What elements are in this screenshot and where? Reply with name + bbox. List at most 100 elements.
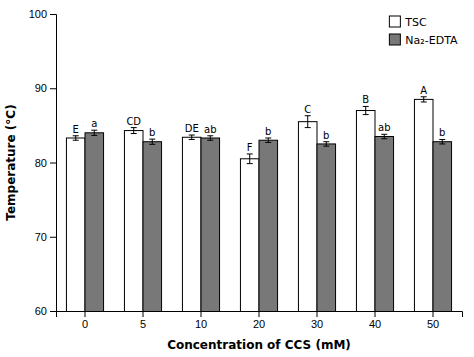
legend-label: TSC bbox=[404, 16, 427, 29]
bar bbox=[356, 111, 375, 311]
y-tick-mark bbox=[50, 237, 56, 238]
plot: 60708090100051020304050ECDDEFCBAababbbab… bbox=[29, 8, 463, 357]
error-bar-line bbox=[363, 106, 369, 114]
error-bar bbox=[323, 142, 329, 146]
chart: 60708090100051020304050ECDDEFCBAababbbab… bbox=[0, 0, 474, 357]
error-bar-line bbox=[323, 142, 329, 146]
error-bar-line bbox=[381, 134, 387, 138]
significance-label: E bbox=[73, 124, 79, 135]
x-axis-line bbox=[57, 312, 463, 318]
bar bbox=[433, 142, 452, 311]
error-bar-line bbox=[149, 139, 155, 144]
y-tick-label: 100 bbox=[29, 8, 47, 20]
error-bar bbox=[247, 154, 253, 164]
x-tick-mark bbox=[259, 311, 260, 317]
bar bbox=[182, 137, 201, 311]
error-bar bbox=[305, 116, 311, 128]
x-tick-label: 40 bbox=[369, 318, 381, 330]
significance-label: C bbox=[304, 104, 311, 115]
significance-label: ab bbox=[378, 122, 390, 133]
y-tick-label: 60 bbox=[35, 305, 47, 317]
error-bar bbox=[189, 135, 195, 139]
legend-item: TSC bbox=[389, 16, 427, 29]
x-axis: 0 5 10 20 30 40 50 bbox=[57, 311, 463, 330]
x-tick: 50 bbox=[427, 311, 439, 330]
y-tick-mark bbox=[50, 14, 56, 15]
x-tick-mark bbox=[433, 311, 434, 317]
error-bar-line bbox=[265, 138, 271, 142]
x-tick-mark bbox=[85, 311, 86, 317]
error-bar bbox=[91, 130, 97, 135]
error-bar bbox=[363, 106, 369, 114]
y-axis-title: Temperature (°C) bbox=[4, 104, 18, 220]
x-tick-label: 30 bbox=[311, 318, 323, 330]
x-tick: 40 bbox=[369, 311, 381, 330]
y-tick-label: 80 bbox=[35, 157, 47, 169]
error-bar bbox=[421, 97, 427, 102]
bar bbox=[143, 142, 162, 311]
bar bbox=[414, 99, 433, 311]
error-bar-line bbox=[421, 97, 427, 102]
error-bar bbox=[73, 136, 79, 140]
error-bar bbox=[381, 134, 387, 138]
x-tick-label: 20 bbox=[253, 318, 265, 330]
y-axis-line bbox=[50, 15, 57, 312]
bar bbox=[66, 138, 85, 311]
x-tick: 10 bbox=[195, 311, 207, 330]
error-bar bbox=[265, 138, 271, 142]
error-bar-line bbox=[247, 154, 253, 164]
bar bbox=[85, 133, 104, 311]
error-bar-line bbox=[189, 135, 195, 139]
x-axis-title: Concentration of CCS (mM) bbox=[167, 338, 351, 352]
error-bar-line bbox=[91, 130, 97, 135]
x-tick-mark bbox=[143, 311, 144, 317]
x-tick-label: 50 bbox=[427, 318, 439, 330]
y-tick: 70 bbox=[35, 231, 56, 243]
legend-item: Na₂-EDTA bbox=[389, 34, 458, 47]
y-axis: 60 70 80 90 100 bbox=[29, 8, 57, 317]
error-bar-line bbox=[305, 116, 311, 128]
x-tick: 20 bbox=[253, 311, 265, 330]
significance-label: b bbox=[265, 126, 271, 137]
error-bar-line bbox=[131, 128, 137, 134]
x-tick: 30 bbox=[311, 311, 323, 330]
x-tick-mark bbox=[375, 311, 376, 317]
error-bar-line bbox=[73, 136, 79, 140]
y-tick-mark bbox=[50, 163, 56, 164]
y-tick-label: 70 bbox=[35, 231, 47, 243]
y-tick: 60 bbox=[35, 305, 56, 317]
bar bbox=[375, 137, 394, 311]
x-tick: 5 bbox=[140, 311, 146, 330]
bar bbox=[124, 131, 143, 311]
series bbox=[66, 97, 433, 311]
significance-label: a bbox=[91, 118, 97, 129]
bar bbox=[259, 140, 278, 311]
significance-label: A bbox=[420, 85, 427, 96]
bar bbox=[201, 138, 220, 311]
significance-label: b bbox=[323, 130, 329, 141]
significance-label: CD bbox=[126, 116, 141, 127]
y-tick-mark bbox=[50, 88, 56, 89]
x-tick-label: 0 bbox=[82, 318, 88, 330]
legend-swatch bbox=[389, 34, 400, 45]
y-tick-mark bbox=[50, 311, 56, 312]
series bbox=[85, 130, 452, 311]
y-tick: 100 bbox=[29, 8, 56, 20]
annotations: ECDDEFCBAababbbabb bbox=[73, 85, 446, 153]
legend: TSC Na₂-EDTA bbox=[389, 16, 458, 47]
bar bbox=[240, 159, 259, 311]
significance-label: F bbox=[247, 142, 253, 153]
x-tick-mark bbox=[317, 311, 318, 317]
marks bbox=[66, 97, 451, 311]
y-tick: 90 bbox=[35, 82, 56, 94]
x-tick: 0 bbox=[82, 311, 88, 330]
x-tick-mark bbox=[201, 311, 202, 317]
error-bar bbox=[131, 128, 137, 134]
bar bbox=[298, 122, 317, 311]
significance-label: ab bbox=[204, 124, 216, 135]
x-tick-label: 5 bbox=[140, 318, 146, 330]
significance-label: B bbox=[362, 94, 369, 105]
error-bar-line bbox=[439, 139, 445, 143]
significance-label: b bbox=[439, 127, 445, 138]
error-bar bbox=[439, 139, 445, 143]
